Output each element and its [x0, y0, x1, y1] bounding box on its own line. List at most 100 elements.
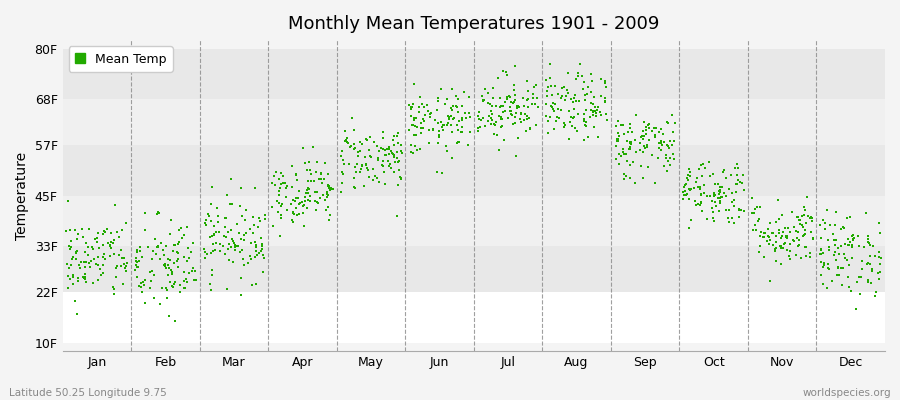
- Point: [145, 256, 159, 262]
- Point: [157, 251, 171, 258]
- Point: [822, 244, 836, 250]
- Point: [376, 134, 391, 141]
- Point: [860, 277, 875, 283]
- Point: [307, 178, 321, 185]
- Point: [493, 104, 508, 110]
- Point: [175, 235, 189, 241]
- Point: [557, 84, 572, 90]
- Point: [451, 109, 465, 115]
- Point: [568, 92, 582, 98]
- Point: [490, 132, 504, 138]
- Point: [106, 251, 121, 257]
- Point: [612, 161, 626, 167]
- Point: [79, 259, 94, 265]
- Point: [798, 220, 813, 226]
- Point: [637, 119, 652, 125]
- Point: [527, 100, 542, 107]
- Point: [197, 246, 211, 252]
- Point: [255, 241, 269, 247]
- Point: [761, 241, 776, 247]
- Point: [803, 250, 817, 256]
- Point: [509, 105, 524, 112]
- Point: [841, 215, 855, 221]
- Point: [722, 218, 736, 225]
- Point: [274, 214, 288, 221]
- Point: [230, 243, 245, 250]
- Point: [684, 186, 698, 192]
- Point: [161, 256, 176, 262]
- Point: [227, 240, 241, 246]
- Point: [166, 281, 181, 287]
- Point: [806, 235, 820, 241]
- Point: [665, 112, 680, 118]
- Point: [817, 226, 832, 232]
- Point: [766, 242, 780, 248]
- Point: [406, 101, 420, 107]
- Point: [309, 169, 323, 175]
- Point: [512, 104, 526, 110]
- Point: [418, 112, 433, 118]
- Point: [796, 231, 811, 238]
- Point: [625, 129, 639, 136]
- Point: [101, 239, 115, 246]
- Point: [155, 285, 169, 291]
- Point: [840, 256, 854, 263]
- Point: [202, 234, 217, 240]
- Point: [454, 115, 469, 122]
- Point: [623, 140, 637, 146]
- Point: [118, 268, 132, 274]
- Point: [554, 84, 569, 91]
- Point: [165, 271, 179, 278]
- Point: [234, 236, 248, 243]
- Point: [202, 213, 216, 219]
- Point: [247, 222, 261, 229]
- Point: [719, 207, 733, 214]
- Point: [608, 142, 623, 149]
- Point: [526, 91, 540, 98]
- Point: [529, 95, 544, 101]
- Point: [285, 163, 300, 169]
- Point: [579, 121, 593, 128]
- Point: [737, 208, 751, 215]
- Point: [302, 159, 317, 165]
- Point: [355, 161, 369, 168]
- Point: [502, 104, 517, 110]
- Point: [852, 243, 867, 249]
- Point: [204, 250, 219, 256]
- Point: [109, 264, 123, 271]
- Point: [714, 189, 728, 195]
- Point: [618, 173, 633, 179]
- Point: [587, 124, 601, 131]
- Point: [796, 224, 810, 230]
- Point: [778, 233, 793, 239]
- Point: [176, 254, 191, 260]
- Point: [544, 103, 558, 109]
- Point: [590, 134, 605, 140]
- Point: [779, 233, 794, 239]
- Point: [219, 214, 233, 221]
- Point: [152, 210, 166, 216]
- Point: [177, 285, 192, 291]
- Point: [266, 204, 280, 210]
- Point: [207, 231, 221, 237]
- Point: [242, 226, 256, 233]
- Point: [487, 121, 501, 127]
- Point: [508, 96, 523, 103]
- Point: [230, 242, 244, 249]
- Point: [92, 244, 106, 251]
- Point: [682, 196, 697, 202]
- Point: [108, 202, 122, 208]
- Point: [131, 283, 146, 290]
- Point: [445, 154, 459, 161]
- Point: [289, 170, 303, 177]
- Point: [789, 235, 804, 241]
- Point: [83, 264, 97, 270]
- Point: [571, 70, 585, 76]
- Point: [678, 182, 692, 188]
- Point: [137, 282, 151, 288]
- Point: [212, 248, 227, 255]
- Point: [302, 167, 317, 174]
- Point: [150, 209, 165, 215]
- Point: [208, 247, 222, 253]
- Point: [344, 143, 358, 149]
